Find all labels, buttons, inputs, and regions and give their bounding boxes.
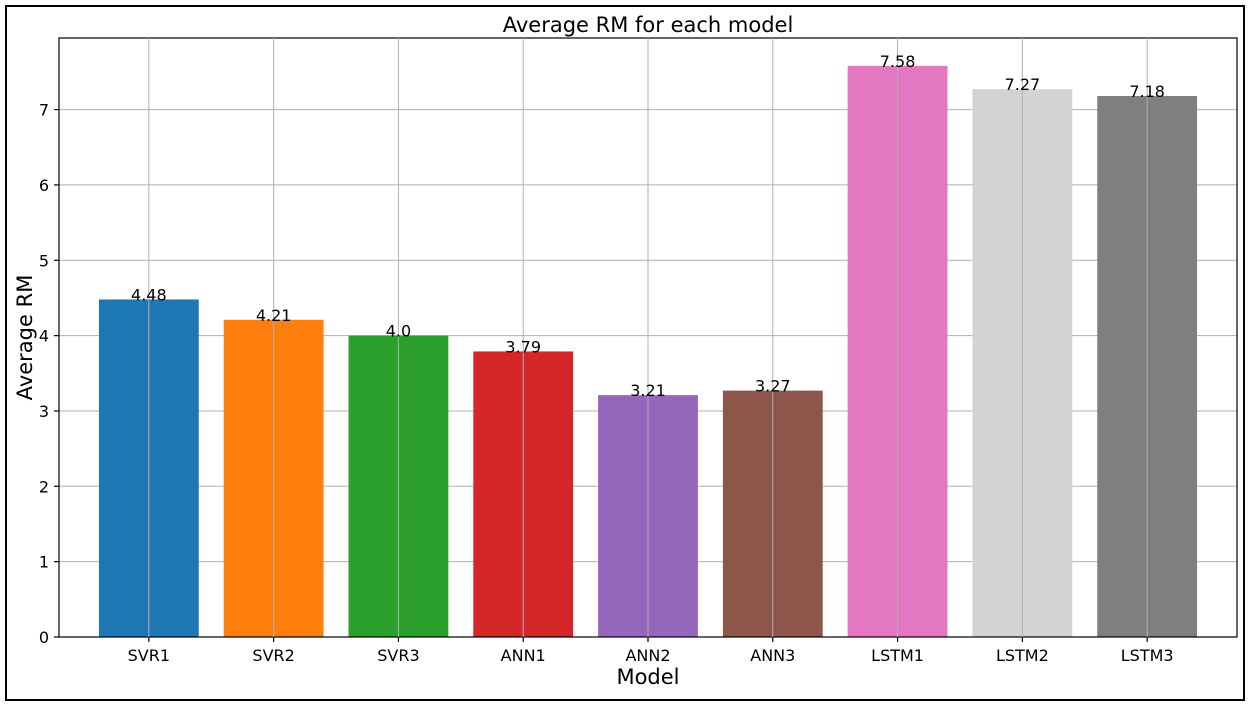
value-label-lstm3: 7.18	[1129, 82, 1165, 101]
value-label-ann3: 3.27	[755, 377, 791, 396]
y-tick-label-2: 2	[39, 477, 49, 496]
x-tick-label-ann3: ANN3	[750, 646, 795, 665]
y-axis-label: Average RM	[13, 275, 37, 401]
y-tick-label-6: 6	[39, 176, 49, 195]
y-tick-label-0: 0	[39, 628, 49, 647]
chart-title: Average RM for each model	[503, 13, 794, 37]
value-label-svr2: 4.21	[256, 306, 292, 325]
value-label-ann2: 3.21	[630, 381, 666, 400]
y-tick-label-7: 7	[39, 101, 49, 120]
value-labels: 4.48 4.21 4.0 3.79 3.21 3.27 7.58 7.27 7.18	[131, 38, 1165, 637]
axis-ticks: 0 1 2 3 4 5 6 7 SVR1 SVR2 SVR3 ANN1 ANN2 ANN3 LSTM1 LST…	[39, 101, 1174, 665]
y-tick-label-5: 5	[39, 251, 49, 270]
value-label-ann1: 3.79	[505, 337, 541, 356]
y-tick-label-1: 1	[39, 553, 49, 572]
x-tick-label-svr2: SVR2	[252, 646, 294, 665]
x-axis-label: Model	[616, 665, 679, 689]
x-tick-label-svr1: SVR1	[128, 646, 170, 665]
value-label-lstm2: 7.27	[1005, 75, 1041, 94]
x-tick-label-lstm3: LSTM3	[1121, 646, 1174, 665]
y-tick-label-3: 3	[39, 402, 49, 421]
value-label-svr1: 4.48	[131, 285, 167, 304]
x-tick-label-ann2: ANN2	[625, 646, 670, 665]
x-tick-label-lstm1: LSTM1	[871, 646, 924, 665]
x-tick-label-lstm2: LSTM2	[996, 646, 1049, 665]
x-tick-label-svr3: SVR3	[377, 646, 419, 665]
value-label-svr3: 4.0	[386, 322, 411, 341]
y-tick-label-4: 4	[39, 327, 49, 346]
value-label-lstm1: 7.58	[880, 52, 916, 71]
x-tick-label-ann1: ANN1	[501, 646, 546, 665]
